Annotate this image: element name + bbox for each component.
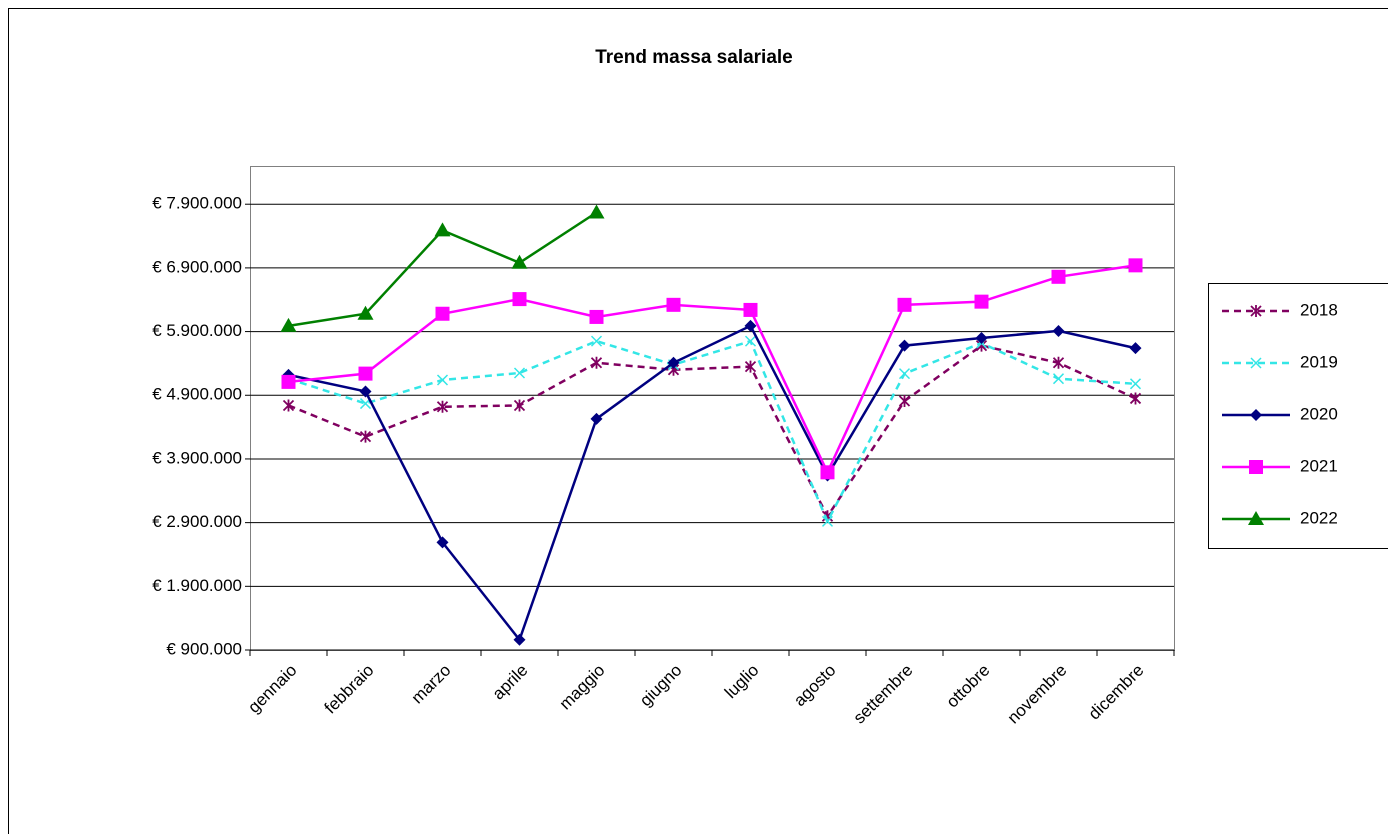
y-tick-label: € 7.900.000 [152, 194, 242, 213]
marker [667, 298, 681, 312]
y-tick-label: € 2.900.000 [152, 512, 242, 531]
y-tick-label: € 6.900.000 [152, 257, 242, 276]
legend-label: 2022 [1300, 508, 1338, 527]
y-tick-label: € 1.900.000 [152, 576, 242, 595]
marker [359, 367, 373, 381]
marker [898, 298, 912, 312]
y-tick-label: € 4.900.000 [152, 385, 242, 404]
legend-label: 2021 [1300, 456, 1338, 475]
legend-label: 2020 [1300, 404, 1338, 423]
marker [975, 295, 989, 309]
plot-area [251, 167, 1175, 651]
y-tick-label: € 3.900.000 [152, 448, 242, 467]
marker [1249, 460, 1263, 474]
marker [282, 375, 296, 389]
legend-label: 2018 [1300, 300, 1338, 319]
y-tick-label: € 5.900.000 [152, 321, 242, 340]
marker [1129, 258, 1143, 272]
marker [1052, 270, 1066, 284]
marker [744, 303, 758, 317]
legend-label: 2019 [1300, 352, 1338, 371]
marker [821, 465, 835, 479]
marker [436, 307, 450, 321]
marker [590, 310, 604, 324]
marker [513, 292, 527, 306]
chart-title: Trend massa salariale [595, 47, 793, 68]
y-tick-label: € 900.000 [166, 639, 242, 658]
